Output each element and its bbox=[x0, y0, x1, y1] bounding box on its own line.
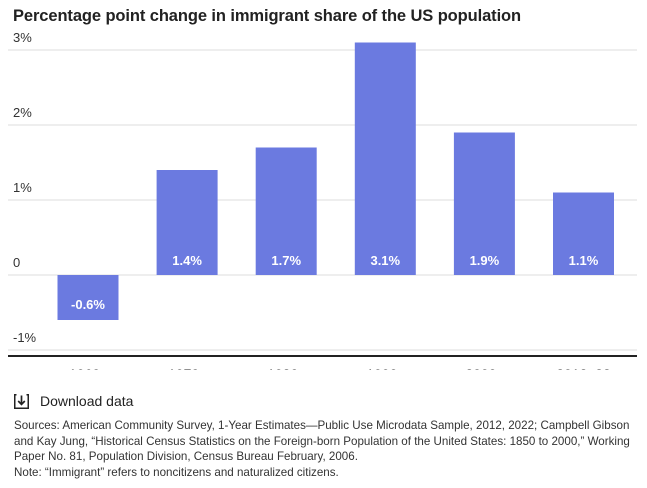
bar-1960s bbox=[57, 275, 119, 320]
bar-chart: -1% 0 1% 2% 3% -0.6% 1960s 1.4% 1970s 1.7% 1980s 3.… bbox=[8, 30, 637, 370]
x-tick-label: 1970s bbox=[168, 366, 206, 370]
bar-1990s bbox=[354, 42, 416, 275]
data-label: 1.4% bbox=[172, 253, 202, 268]
data-label: -0.6% bbox=[71, 297, 105, 312]
x-tick-label: 1980s bbox=[267, 366, 305, 370]
y-tick-label: 3% bbox=[13, 30, 32, 45]
x-tick-label: 2000s bbox=[465, 366, 503, 370]
sources-text: Sources: American Community Survey, 1-Ye… bbox=[14, 419, 630, 463]
data-label: 1.1% bbox=[569, 253, 599, 268]
y-tick-label: 1% bbox=[13, 180, 32, 195]
download-data-label: Download data bbox=[40, 393, 134, 409]
download-icon bbox=[14, 393, 29, 409]
sources-note: Sources: American Community Survey, 1-Ye… bbox=[14, 418, 640, 480]
y-tick-label: 0 bbox=[13, 255, 20, 270]
data-label: 1.7% bbox=[271, 253, 301, 268]
data-label: 1.9% bbox=[470, 253, 500, 268]
x-tick-label: 1990s bbox=[366, 366, 404, 370]
note-text: Note: “Immigrant” refers to noncitizens … bbox=[14, 465, 339, 479]
x-tick-label: 1960s bbox=[69, 366, 107, 370]
data-label: 3.1% bbox=[370, 253, 400, 268]
bar-1980s bbox=[255, 147, 317, 275]
download-data-button[interactable]: Download data bbox=[14, 393, 133, 409]
chart-title: Percentage point change in immigrant sha… bbox=[13, 7, 522, 25]
bar-2013–23 bbox=[553, 192, 614, 275]
bar-1970s bbox=[156, 170, 218, 275]
y-tick-label: 2% bbox=[13, 105, 32, 120]
x-tick-label: 2013–23 bbox=[556, 366, 611, 370]
bar-2000s bbox=[453, 132, 515, 275]
y-tick-label: -1% bbox=[13, 330, 37, 345]
